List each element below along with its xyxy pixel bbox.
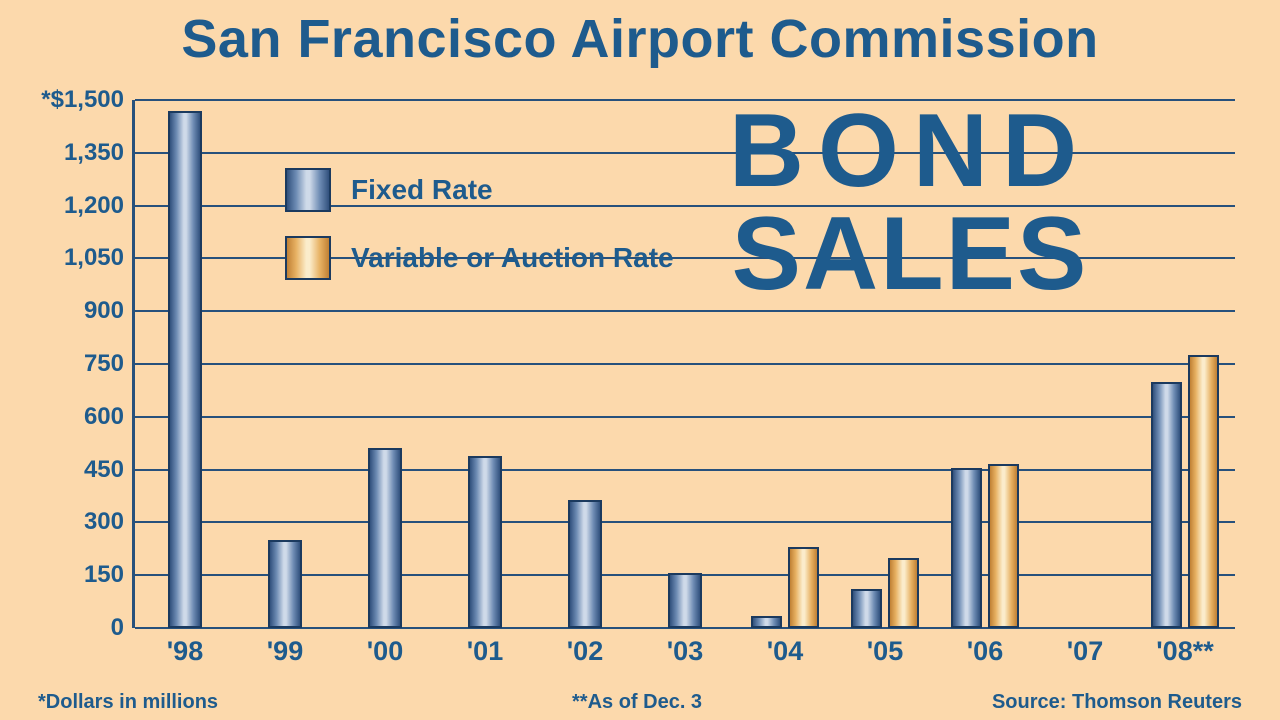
x-axis-label: '04 [766, 636, 804, 666]
bar-fixed-08 [1151, 382, 1182, 628]
x-axis-label: '98 [166, 636, 204, 666]
y-axis-label: 300 [83, 508, 124, 536]
gridline [135, 415, 1235, 418]
headline-line-bond: BOND [728, 93, 1092, 209]
y-axis-label: 1,350 [63, 138, 124, 166]
x-axis-label: '05 [866, 636, 904, 666]
bar-fixed-05 [851, 589, 882, 628]
x-axis-label: '02 [566, 636, 604, 666]
variable-rate-swatch-icon [285, 236, 331, 280]
gridline [135, 257, 1235, 260]
gridline [135, 151, 1235, 154]
gridline [135, 310, 1235, 313]
gridline [135, 204, 1235, 207]
gridline [135, 363, 1235, 365]
y-axis-label: 1,200 [63, 191, 124, 219]
bar-variable-08 [1188, 355, 1219, 628]
bar-variable-06 [988, 464, 1019, 628]
x-axis-label: '06 [966, 636, 1004, 666]
gridline [135, 521, 1235, 524]
gridline [135, 99, 1235, 101]
bar-fixed-06 [951, 468, 982, 628]
bar-fixed-04 [751, 616, 782, 628]
y-axis-label: 450 [83, 455, 124, 483]
legend-label-variable-rate: Variable or Auction Rate [351, 242, 674, 273]
y-axis-label: 600 [83, 402, 124, 430]
legend-label-fixed-rate: Fixed Rate [351, 174, 493, 205]
bar-fixed-00 [368, 448, 402, 628]
bar-fixed-99 [268, 540, 302, 628]
bar-fixed-98 [168, 111, 202, 628]
fixed-rate-swatch-icon [285, 168, 331, 212]
y-axis-label: 150 [83, 561, 124, 589]
y-axis-label: 0 [110, 614, 124, 641]
legend-item-variable-rate: Variable or Auction Rate [285, 236, 674, 280]
gridline [135, 468, 1235, 471]
footnote-dollars-in-millions: *Dollars in millions [38, 691, 219, 713]
chart-title: San Francisco Airport Commission [181, 9, 1099, 69]
x-axis-label: '01 [466, 636, 504, 666]
y-axis-label: 900 [83, 297, 124, 325]
y-axis-label: 750 [83, 350, 124, 377]
x-axis-label: '99 [266, 636, 304, 666]
plot-area [132, 99, 1235, 629]
x-axis-label: '08** [1156, 636, 1214, 666]
source-credit: Source: Thomson Reuters [991, 691, 1242, 713]
x-axis-label: '03 [666, 636, 704, 666]
legend: Fixed Rate Variable or Auction Rate [285, 168, 674, 304]
bar-variable-05 [888, 558, 919, 628]
x-axis-label: '07 [1066, 636, 1104, 666]
legend-item-fixed-rate: Fixed Rate [285, 168, 674, 212]
bar-fixed-01 [468, 456, 502, 628]
bar-fixed-03 [668, 573, 702, 628]
footnote-as-of-date: **As of Dec. 3 [572, 691, 703, 713]
y-axis-label: 1,050 [63, 244, 124, 272]
y-axis-label: *$1,500 [41, 86, 124, 113]
bar-variable-04 [788, 547, 819, 628]
bond-sales-headline: BOND SALES [680, 93, 1140, 312]
headline-line-sales: SALES [731, 195, 1089, 312]
gridline [135, 627, 1235, 629]
x-axis-label: '00 [366, 636, 404, 666]
bar-fixed-02 [568, 500, 602, 628]
